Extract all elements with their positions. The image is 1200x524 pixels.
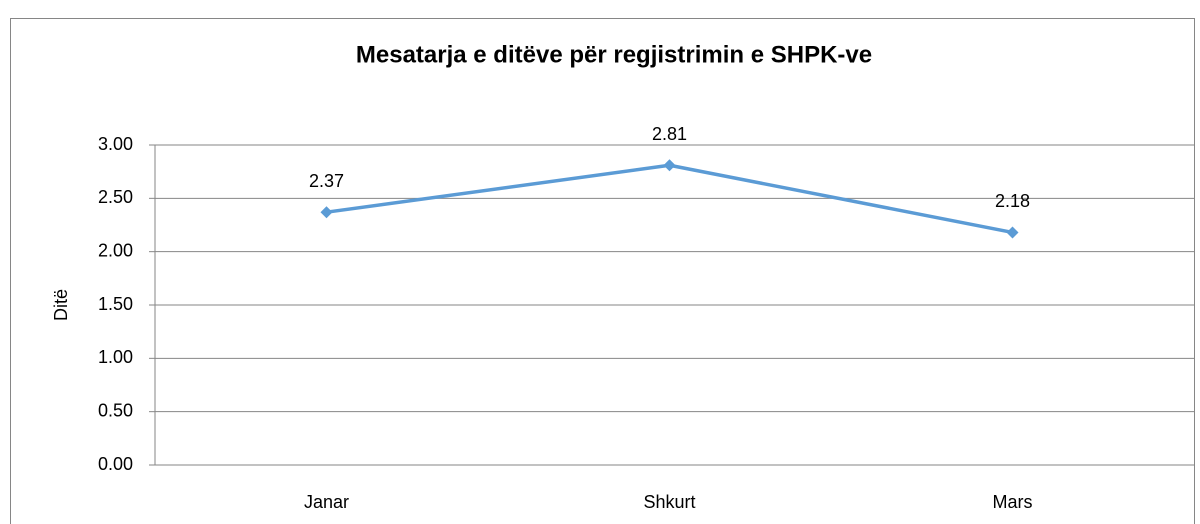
chart-border <box>10 18 1195 524</box>
marker <box>320 206 333 219</box>
x-tick-label: Janar <box>304 492 349 512</box>
data-label: 2.18 <box>995 191 1030 211</box>
data-label: 2.37 <box>309 171 344 191</box>
y-tick-label: 0.00 <box>98 454 133 474</box>
chart-title: Mesatarja e ditëve për regjistrimin e SH… <box>356 41 872 68</box>
marker <box>663 159 676 172</box>
y-tick-label: 2.00 <box>98 240 133 260</box>
y-tick-label: 3.00 <box>98 134 133 154</box>
marker <box>1006 226 1019 239</box>
x-tick-label: Mars <box>993 492 1033 512</box>
data-label: 2.81 <box>652 124 687 144</box>
y-tick-label: 2.50 <box>98 187 133 207</box>
x-tick-label: Shkurt <box>643 492 695 512</box>
y-tick-label: 1.00 <box>98 347 133 367</box>
y-tick-label: 1.50 <box>98 294 133 314</box>
y-axis-label: Ditë <box>51 289 71 321</box>
y-tick-label: 0.50 <box>98 400 133 420</box>
